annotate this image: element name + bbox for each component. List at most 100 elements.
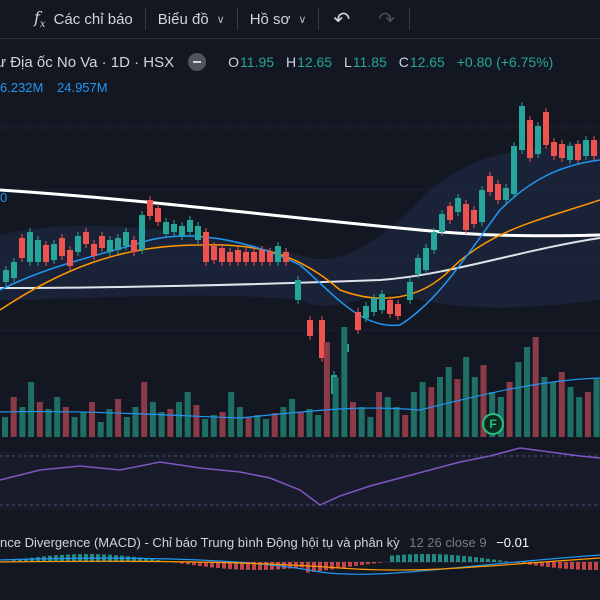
profile-menu-button[interactable]: Hồ sơ ∨ bbox=[238, 0, 319, 38]
macd-histogram-bar bbox=[426, 554, 430, 562]
candle-body bbox=[35, 240, 41, 262]
volume-bar bbox=[271, 413, 278, 437]
change-value: +0.80 (+6.75%) bbox=[456, 54, 554, 70]
volume-legend: 6.232M 24.957M bbox=[0, 80, 118, 95]
candle-body bbox=[519, 106, 525, 150]
volume-bar bbox=[506, 382, 513, 437]
fx-icon: fx bbox=[34, 7, 46, 31]
chart-menu-button[interactable]: Biểu đồ ∨ bbox=[146, 0, 237, 38]
volume-bar bbox=[323, 342, 330, 437]
volume-bar bbox=[28, 382, 35, 437]
volume-bar bbox=[315, 415, 322, 437]
volume-bar bbox=[437, 377, 443, 437]
macd-signal-line bbox=[0, 557, 600, 571]
volume-bar bbox=[524, 347, 530, 437]
macd-title: nce Divergence (MACD) - Chỉ báo Trung bì… bbox=[0, 535, 400, 550]
volume-bar bbox=[141, 382, 148, 437]
macd-histogram-bar bbox=[312, 562, 316, 572]
volume-bar bbox=[358, 407, 365, 437]
rsi-line bbox=[0, 447, 600, 506]
volume-bar bbox=[289, 399, 296, 437]
macd-legend: nce Divergence (MACD) - Chỉ báo Trung bì… bbox=[0, 535, 529, 550]
eye-icon[interactable] bbox=[188, 53, 207, 71]
volume-bar bbox=[463, 357, 470, 437]
volume-bar bbox=[19, 407, 26, 437]
undo-icon[interactable]: ↶ bbox=[333, 8, 351, 31]
macd-histogram-bar bbox=[390, 555, 394, 562]
symbol-legend: ư Địa ốc No Va · 1D · HSX O11.95 H12.65 … bbox=[0, 52, 561, 72]
candle-body bbox=[559, 144, 565, 158]
volume-bar bbox=[167, 409, 174, 437]
volume-bar bbox=[428, 387, 435, 437]
volume-bar bbox=[297, 412, 304, 437]
macd-histogram-bar bbox=[132, 556, 136, 562]
macd-histogram-bar bbox=[594, 562, 598, 570]
redo-icon[interactable]: ↷ bbox=[378, 8, 395, 31]
candle-body bbox=[363, 306, 369, 318]
volume-bar bbox=[384, 397, 391, 437]
macd-histogram-bar bbox=[492, 559, 496, 562]
candle-body bbox=[455, 198, 461, 212]
candle-body bbox=[487, 176, 493, 192]
volume-bar bbox=[158, 412, 165, 437]
volume-bar bbox=[306, 409, 313, 437]
low-value: 11.85 bbox=[352, 54, 387, 70]
volume-bar bbox=[89, 402, 95, 437]
macd-histogram-bar bbox=[180, 562, 184, 564]
candle-body bbox=[295, 280, 301, 300]
candle-body bbox=[83, 232, 89, 244]
volume-bar bbox=[132, 407, 139, 437]
macd-histogram-bar bbox=[456, 555, 460, 562]
macd-histogram-bar bbox=[150, 559, 154, 562]
macd-histogram-bar bbox=[138, 557, 142, 562]
macd-histogram-bar bbox=[18, 559, 22, 562]
toolbar-divider bbox=[236, 8, 238, 30]
volume-value-1: 6.232M bbox=[0, 80, 44, 95]
volume-bar bbox=[593, 379, 600, 437]
macd-histogram-bar bbox=[186, 562, 190, 565]
indicators-button[interactable]: fx Các chỉ báo bbox=[0, 0, 145, 38]
top-toolbar: fx Các chỉ báo Biểu đồ ∨ Hồ sơ ∨ ↶ ↷ bbox=[0, 0, 600, 39]
volume-bar bbox=[228, 392, 235, 437]
open-key: O bbox=[228, 54, 240, 70]
volume-bar bbox=[115, 399, 122, 437]
candle-body bbox=[379, 294, 385, 310]
chevron-down-icon: ∨ bbox=[216, 13, 225, 26]
volume-bar bbox=[210, 415, 217, 437]
financials-badge[interactable]: F bbox=[482, 413, 504, 435]
volume-bar bbox=[280, 407, 287, 437]
volume-bar bbox=[54, 397, 61, 437]
chevron-down-icon: ∨ bbox=[298, 13, 307, 26]
volume-bar bbox=[550, 382, 557, 437]
symbol-title[interactable]: ư Địa ốc No Va · 1D · HSX bbox=[0, 53, 175, 71]
macd-histogram-bar bbox=[438, 554, 442, 562]
macd-histogram-bar bbox=[210, 562, 214, 568]
macd-histogram-bar bbox=[444, 554, 448, 562]
volume-bar bbox=[445, 367, 452, 437]
macd-histogram-bar bbox=[450, 554, 454, 562]
macd-histogram-bar bbox=[258, 562, 262, 570]
macd-params: 12 26 close 9 bbox=[409, 535, 487, 550]
volume-bar bbox=[97, 422, 104, 437]
chart-menu-label: Biểu đồ bbox=[157, 10, 209, 28]
candle-body bbox=[319, 320, 325, 358]
macd-histogram-bar bbox=[486, 558, 490, 562]
macd-histogram-bar bbox=[330, 562, 334, 570]
candle-body bbox=[415, 258, 421, 274]
volume-bar bbox=[263, 419, 269, 437]
macd-histogram-bar bbox=[552, 562, 556, 568]
macd-histogram-bar bbox=[354, 562, 358, 566]
macd-histogram-bar bbox=[534, 562, 538, 566]
low-key: L bbox=[344, 54, 352, 70]
macd-histogram-bar bbox=[342, 562, 346, 568]
macd-value: −0.01 bbox=[496, 535, 530, 550]
macd-histogram-bar bbox=[372, 562, 376, 564]
candle-body bbox=[171, 224, 177, 232]
ma-white-line bbox=[0, 237, 600, 289]
candle-body bbox=[107, 240, 113, 252]
volume-bar bbox=[80, 412, 87, 437]
candle-body bbox=[407, 282, 413, 300]
macd-histogram-bar bbox=[474, 557, 478, 562]
candle-body bbox=[395, 304, 401, 316]
